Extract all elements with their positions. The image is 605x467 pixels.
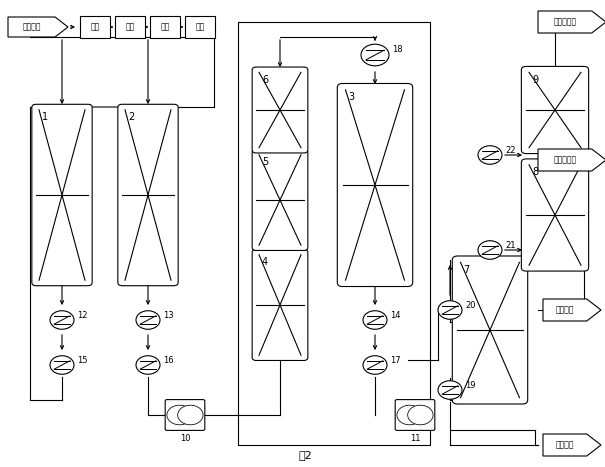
FancyBboxPatch shape [395,400,435,431]
Circle shape [167,405,192,425]
FancyBboxPatch shape [115,16,145,38]
Bar [238,22,430,445]
Text: 8: 8 [532,167,538,177]
Text: 9: 9 [532,75,538,85]
Text: 15: 15 [77,356,88,365]
FancyBboxPatch shape [338,84,413,287]
Text: 冷凝液相: 冷凝液相 [555,440,574,450]
Polygon shape [538,149,605,171]
Text: 11: 11 [410,434,420,443]
Text: 6: 6 [262,75,268,85]
Text: 20: 20 [465,301,476,310]
Text: 脱氢: 脱氢 [125,22,135,31]
Circle shape [363,311,387,329]
Text: 14: 14 [390,311,401,320]
Circle shape [363,356,387,374]
FancyBboxPatch shape [150,16,180,38]
Circle shape [478,146,502,164]
FancyBboxPatch shape [453,256,528,404]
FancyBboxPatch shape [165,400,205,431]
Text: 13: 13 [163,311,174,320]
Text: 10: 10 [180,434,190,443]
FancyBboxPatch shape [252,67,308,153]
Text: 3: 3 [348,92,355,102]
Text: 7: 7 [463,265,470,275]
FancyBboxPatch shape [32,104,92,286]
Text: 二氧化碳: 二氧化碳 [555,305,574,314]
Circle shape [397,405,422,425]
FancyBboxPatch shape [522,66,589,154]
FancyBboxPatch shape [522,159,589,271]
Text: 12: 12 [77,311,88,320]
Text: 脱苯: 脱苯 [160,22,169,31]
Text: 2: 2 [128,112,134,122]
FancyBboxPatch shape [185,16,215,38]
Text: 1: 1 [42,112,48,122]
Circle shape [408,405,433,425]
Text: 图2: 图2 [298,450,312,460]
Circle shape [50,356,74,374]
Polygon shape [538,11,605,33]
Polygon shape [543,299,601,321]
Circle shape [438,381,462,399]
FancyBboxPatch shape [252,149,308,250]
Polygon shape [8,17,68,37]
Circle shape [136,311,160,329]
Circle shape [50,311,74,329]
Text: 焦炉煤气: 焦炉煤气 [22,22,41,31]
Circle shape [361,44,389,66]
Circle shape [478,241,502,259]
Text: 脱硫: 脱硫 [90,22,100,31]
Circle shape [438,301,462,319]
Text: 17: 17 [390,356,401,365]
Text: 脱萘: 脱萘 [195,22,204,31]
FancyBboxPatch shape [252,249,308,361]
Text: 5: 5 [262,157,268,167]
FancyBboxPatch shape [80,16,110,38]
FancyBboxPatch shape [118,104,178,286]
Text: 4: 4 [262,257,268,267]
Text: 液化天然气: 液化天然气 [554,156,577,164]
Text: 18: 18 [392,45,403,54]
Text: 21: 21 [505,241,515,250]
Text: 16: 16 [163,356,174,365]
Circle shape [178,405,203,425]
Circle shape [136,356,160,374]
Text: 氢气和氮气: 氢气和氮气 [554,17,577,27]
Polygon shape [543,434,601,456]
Text: 19: 19 [465,381,476,390]
Text: 22: 22 [505,146,515,155]
